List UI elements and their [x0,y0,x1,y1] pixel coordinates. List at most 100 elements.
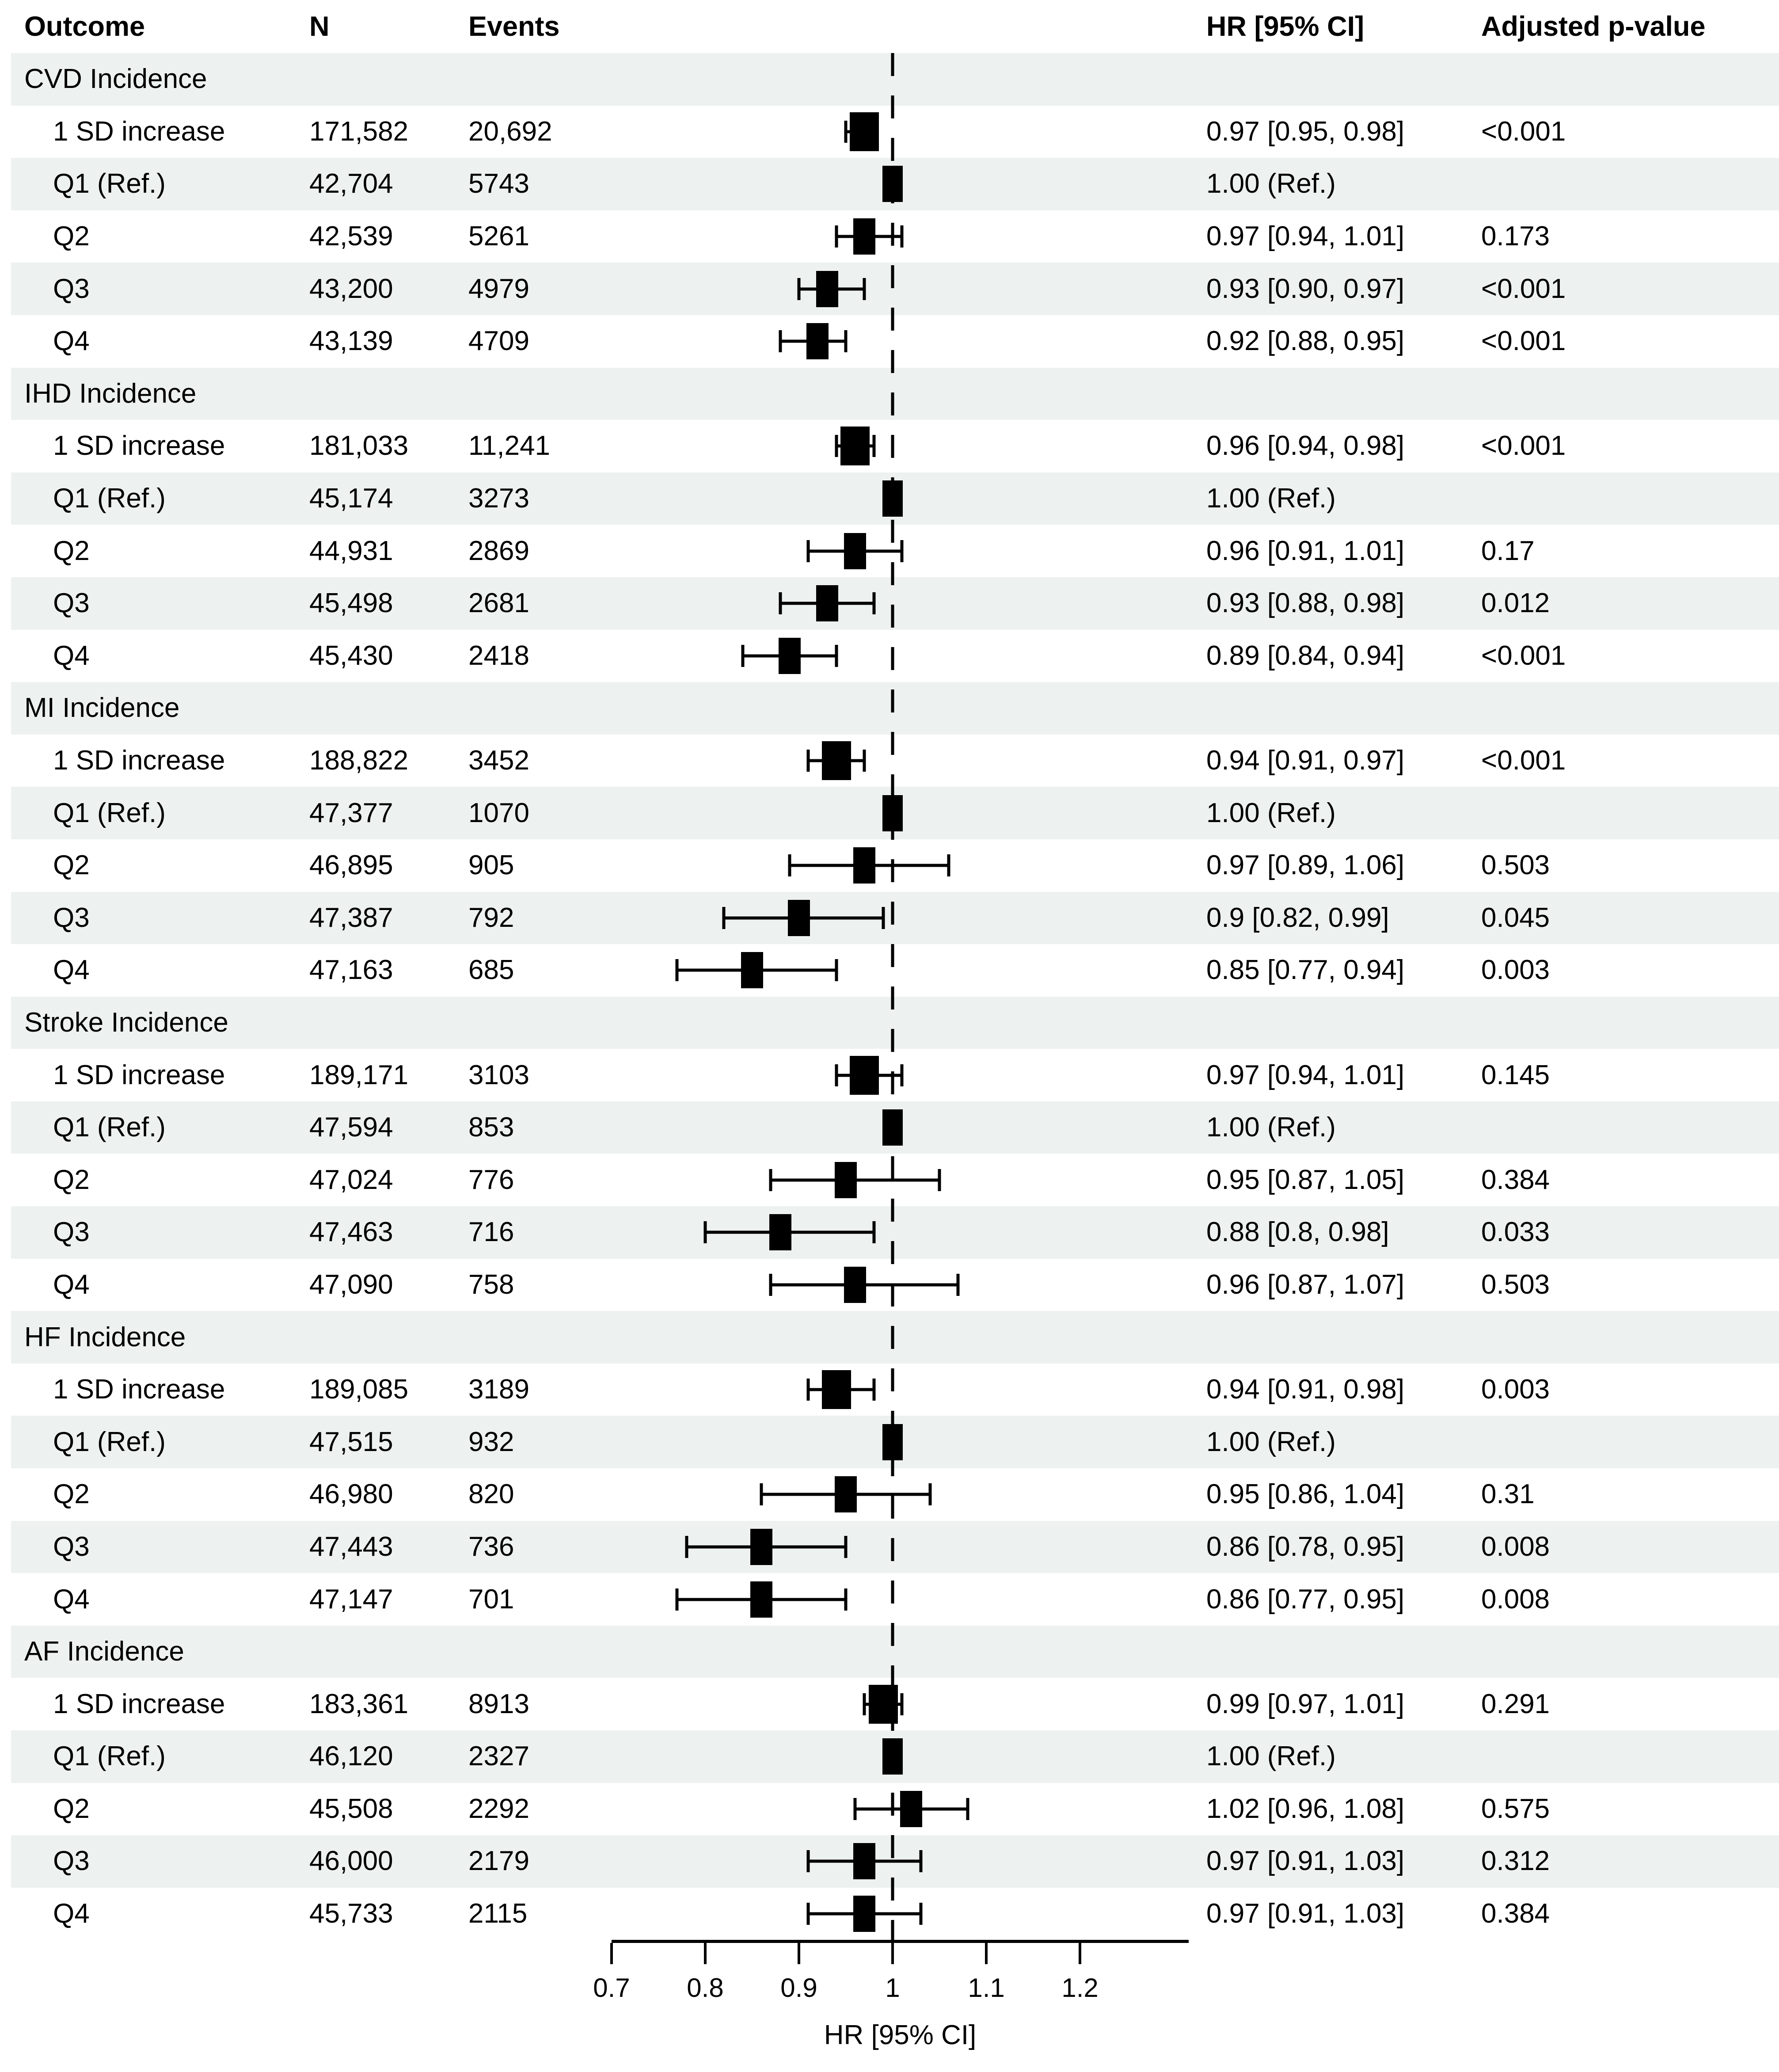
row-label: 1 SD increase [53,745,225,776]
table-row: 1 SD increase 189,085 3189 0.94 [0.91, 0.98… [11,1364,1779,1416]
hr-marker-box [769,1214,791,1251]
hr-marker-box [844,533,867,569]
hr-marker-box [840,427,870,466]
n-value: 45,733 [309,1898,393,1929]
events-value: 8913 [468,1688,529,1719]
table-row: Q2 44,931 2869 0.96 [0.91, 1.01] 0.17 [11,525,1779,577]
p-value-text: <0.001 [1481,640,1566,671]
ci-cap-right [900,1693,904,1715]
plot-cell [612,1835,1189,1888]
hr-ci-text: 0.94 [0.91, 0.97] [1206,745,1405,776]
section-label: Stroke Incidence [24,1007,228,1038]
hr-ci-text: 1.00 (Ref.) [1206,1426,1336,1457]
ci-cap-right [863,278,866,300]
n-value: 43,139 [309,326,393,357]
section-label: IHD Incidence [24,378,197,409]
row-label: Q1 (Ref.) [53,797,166,828]
hr-ci-text: 0.96 [0.87, 1.07] [1206,1269,1405,1300]
table-row: Q1 (Ref.) 45,174 3273 1.00 (Ref.) [11,472,1779,525]
hr-ci-text: 0.95 [0.87, 1.05] [1206,1164,1405,1195]
events-value: 2115 [468,1898,528,1929]
ci-cap-right [872,435,876,457]
events-value: 2418 [468,640,529,671]
hr-marker-box [853,218,876,255]
hr-marker-box [882,480,903,517]
plot-cell [612,1468,1189,1521]
p-value-text: 0.17 [1481,535,1535,566]
events-value: 1070 [468,797,529,828]
plot-cell [612,472,1189,525]
events-value: 792 [468,902,514,933]
p-value-text: <0.001 [1481,273,1566,304]
row-label: Q4 [53,955,90,986]
events-value: 11,241 [468,430,551,461]
hr-marker-box [853,1843,876,1880]
hr-marker-box [882,1109,903,1146]
section-row: CVD Incidence [11,53,1779,106]
table-row: Q3 47,463 716 0.88 [0.8, 0.98] 0.033 [11,1206,1779,1259]
ci-cap-left [835,1064,838,1086]
table-row: Q4 47,147 701 0.86 [0.77, 0.95] 0.008 [11,1573,1779,1626]
row-label: Q4 [53,326,90,357]
hr-ci-text: 0.94 [0.91, 0.98] [1206,1374,1405,1405]
plot-cell [612,1101,1189,1154]
row-label: Q3 [53,1217,90,1248]
column-header-events: Events [468,11,560,42]
section-label: HF Incidence [24,1322,186,1352]
hr-marker-box [816,585,838,622]
axis-tick [704,1943,707,1965]
hr-ci-text: 0.99 [0.97, 1.01] [1206,1688,1405,1719]
hr-ci-text: 0.97 [0.91, 1.03] [1206,1898,1405,1929]
plot-cell [612,997,1189,1049]
hr-marker-box [778,637,801,674]
hr-marker-box [750,1581,773,1618]
ci-cap-left [853,1798,857,1820]
section-row: IHD Incidence [11,367,1779,420]
plot-cell [612,315,1189,368]
plot-cell [612,1888,1189,1940]
plot-cell [612,1678,1189,1730]
events-value: 5743 [468,168,529,199]
ci-cap-left [806,1850,810,1873]
n-value: 47,387 [309,902,393,933]
n-value: 45,498 [309,588,393,619]
ci-cap-right [919,1850,923,1873]
hr-marker-box [788,899,810,936]
ci-cap-left [863,1693,866,1715]
p-value-text: 0.008 [1481,1584,1550,1615]
hr-marker-box [821,741,851,781]
row-label: Q3 [53,1846,90,1877]
n-value: 42,704 [309,168,393,199]
ci-cap-left [741,644,745,667]
hr-ci-text: 0.97 [0.95, 0.98] [1206,116,1405,147]
plot-cell [612,735,1189,787]
n-value: 47,377 [309,797,393,828]
x-axis-title: HR [95% CI] [824,2020,977,2051]
table-row: Q1 (Ref.) 47,377 1070 1.00 (Ref.) [11,787,1779,839]
hr-ci-text: 0.97 [0.89, 1.06] [1206,850,1405,881]
hr-ci-text: 0.97 [0.91, 1.03] [1206,1846,1405,1877]
n-value: 47,463 [309,1217,393,1248]
table-row: Q1 (Ref.) 46,120 2327 1.00 (Ref.) [11,1730,1779,1783]
plot-cell [612,1730,1189,1783]
ci-cap-right [835,959,838,982]
section-row: HF Incidence [11,1311,1779,1364]
ci-cap-right [872,592,876,615]
ci-cap-left [844,120,848,143]
plot-cell [612,53,1189,106]
hr-marker-box [882,1738,903,1775]
ci-cap-right [900,1064,904,1086]
n-value: 45,430 [309,640,393,671]
row-label: Q3 [53,588,90,619]
ci-cap-right [844,1588,848,1611]
ci-cap-left [685,1535,688,1558]
p-value-text: 0.384 [1481,1898,1550,1929]
table-row: Q2 47,024 776 0.95 [0.87, 1.05] 0.384 [11,1154,1779,1206]
table-row: 1 SD increase 181,033 11,241 0.96 [0.94, 0.… [11,420,1779,472]
p-value-text: 0.012 [1481,588,1550,619]
p-value-text: 0.173 [1481,221,1550,252]
events-value: 716 [468,1217,514,1248]
ci-cap-left [797,278,801,300]
axis-tick [610,1943,613,1965]
